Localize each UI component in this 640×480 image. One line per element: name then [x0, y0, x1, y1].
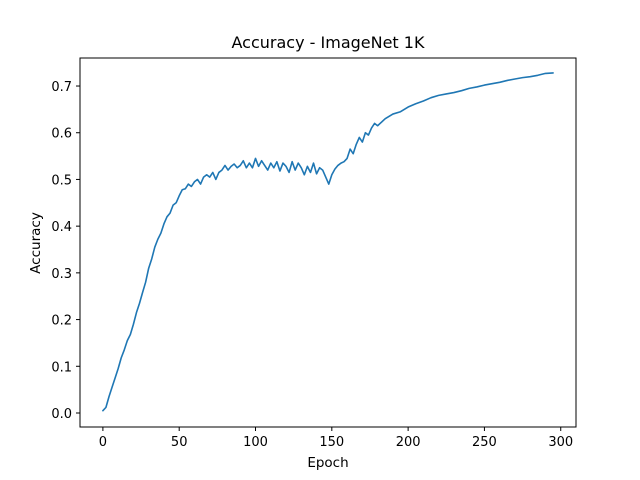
x-tick-label: 50 — [171, 435, 188, 450]
x-tick-label: 300 — [548, 435, 573, 450]
y-tick-label: 0.0 — [51, 407, 72, 422]
y-axis-title: Accuracy — [28, 212, 44, 274]
x-tick-label: 200 — [396, 435, 421, 450]
plot-frame — [79, 57, 577, 428]
y-tick-label: 0.5 — [51, 173, 72, 188]
y-tick-label: 0.2 — [51, 314, 72, 329]
y-tick-label: 0.1 — [51, 360, 72, 375]
y-tick-label: 0.4 — [51, 220, 72, 235]
x-axis-title: Epoch — [307, 455, 348, 471]
chart-title: Accuracy - ImageNet 1K — [232, 33, 425, 52]
y-tick-label: 0.7 — [51, 80, 72, 95]
plot-area — [102, 72, 554, 412]
y-tick-label: 0.6 — [51, 127, 72, 142]
x-tick-label: 250 — [472, 435, 497, 450]
y-tick-label: 0.3 — [51, 267, 72, 282]
series-line — [102, 72, 554, 412]
x-tick-label: 150 — [319, 435, 344, 450]
x-tick-label: 100 — [243, 435, 268, 450]
axis-ticks: 0 50 100 150 200 250 300 0.0 0.1 0.2 0.3 0.4 0.5 0.6 0… — [51, 80, 573, 450]
x-tick-label: 0 — [99, 435, 107, 450]
